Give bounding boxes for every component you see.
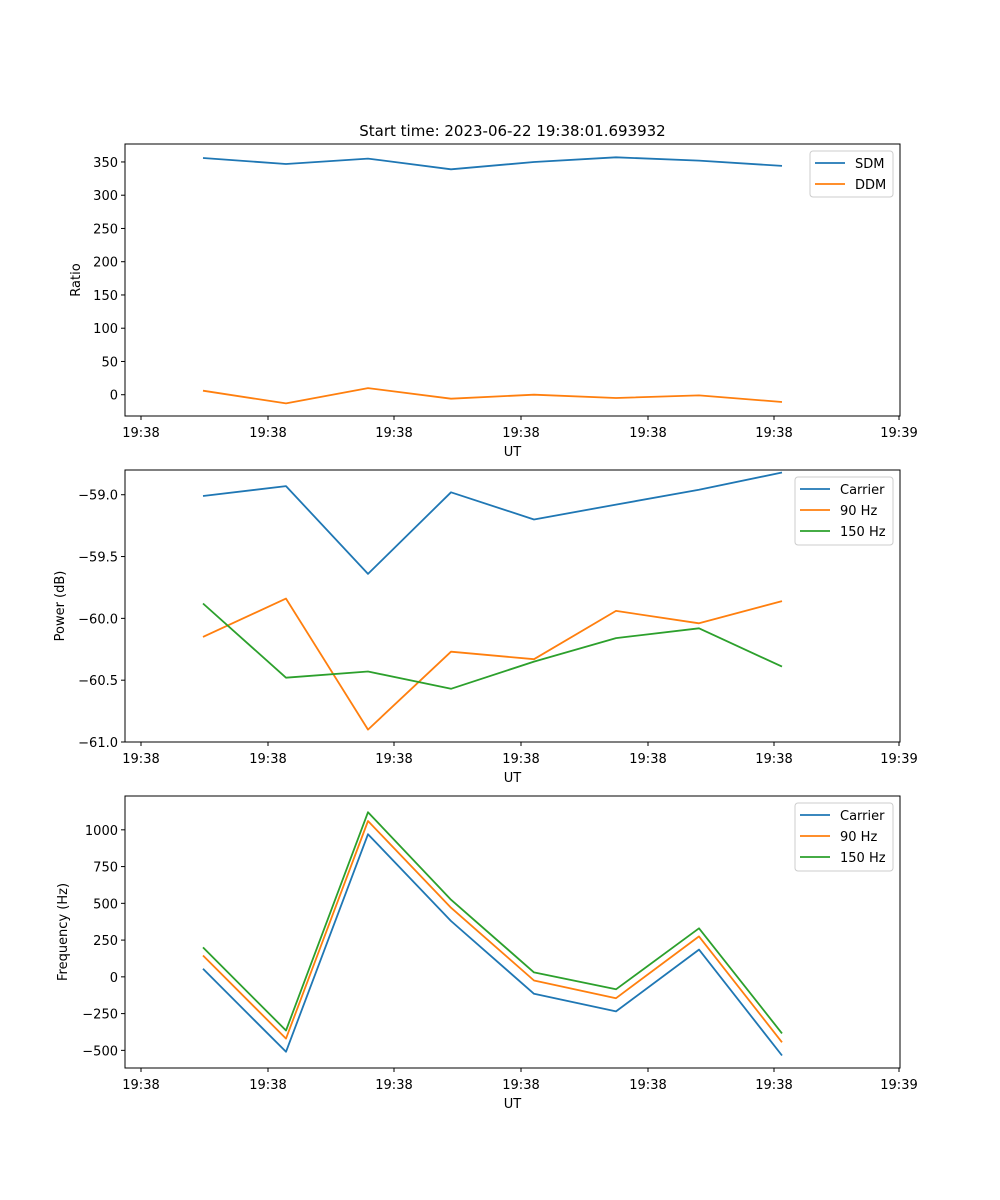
y-tick-label: −250: [82, 1008, 118, 1023]
series-line-150-hz: [202, 811, 783, 1034]
legend-label-150hz: 150 Hz: [840, 525, 886, 540]
series-line-150-hz: [202, 602, 783, 690]
x-tick-label: 19:38: [629, 1078, 666, 1093]
x-tick-label: 19:38: [502, 426, 539, 441]
y-axis-ticks: 0 50 100 150 200 250 300 350: [93, 156, 125, 404]
x-tick-label: 19:38: [502, 752, 539, 767]
chart-title: Start time: 2023-06-22 19:38:01.693932: [359, 122, 665, 140]
series-line-carrier: [202, 833, 783, 1057]
legend-label-carrier: Carrier: [840, 483, 885, 498]
x-tick-label: 19:38: [375, 1078, 412, 1093]
y-axis-ticks: −61.0 −60.5 −60.0 −59.5 −59.0: [78, 489, 125, 751]
x-tick-label: 19:39: [880, 752, 917, 767]
y-tick-label: 250: [93, 222, 118, 237]
x-tick-label: 19:38: [755, 752, 792, 767]
y-tick-label: 100: [93, 322, 118, 337]
x-tick-label: 19:39: [880, 426, 917, 441]
y-tick-label: −60.0: [78, 612, 118, 627]
y-tick-label: 0: [110, 971, 118, 986]
x-tick-label: 19:39: [880, 1078, 917, 1093]
y-tick-label: 200: [93, 256, 118, 271]
legend-label-carrier: Carrier: [840, 809, 885, 824]
y-tick-label: 300: [93, 189, 118, 204]
y-tick-label: 0: [110, 389, 118, 404]
legend-label-ddm: DDM: [855, 178, 886, 193]
y-tick-label: 500: [93, 897, 118, 912]
x-tick-label: 19:38: [629, 426, 666, 441]
plot-frame: [124, 469, 901, 743]
plot-frame: [124, 143, 901, 417]
x-tick-label: 19:38: [249, 1078, 286, 1093]
y-tick-label: 50: [101, 355, 118, 370]
x-tick-label: 19:38: [122, 752, 159, 767]
series-line-90-hz: [202, 597, 783, 731]
y-tick-label: −60.5: [78, 674, 118, 689]
series-lines: [202, 156, 783, 405]
series-lines: [202, 811, 783, 1057]
x-axis-label: UT: [504, 771, 522, 786]
x-tick-label: 19:38: [249, 752, 286, 767]
y-tick-label: 750: [93, 861, 118, 876]
legend-label-150hz: 150 Hz: [840, 851, 886, 866]
legend: Carrier 90 Hz 150 Hz: [794, 476, 894, 546]
plot-frame: [124, 795, 901, 1069]
legend: Carrier 90 Hz 150 Hz: [794, 802, 894, 872]
y-tick-label: 1000: [85, 824, 118, 839]
x-axis-ticks: 19:38 19:38 19:38 19:38 19:38 19:38 19:39: [122, 416, 918, 441]
legend-label-sdm: SDM: [855, 157, 884, 172]
x-tick-label: 19:38: [755, 1078, 792, 1093]
y-axis-label: Ratio: [69, 263, 84, 296]
y-tick-label: −61.0: [78, 736, 118, 751]
x-tick-label: 19:38: [122, 1078, 159, 1093]
x-tick-label: 19:38: [375, 752, 412, 767]
x-tick-label: 19:38: [502, 1078, 539, 1093]
y-tick-label: −59.5: [78, 551, 118, 566]
x-tick-label: 19:38: [375, 426, 412, 441]
panel-ratio: Start time: 2023-06-22 19:38:01.693932 0…: [69, 122, 918, 460]
y-axis-ticks: −500 −250 0 250 500 750 1000: [82, 824, 125, 1059]
series-line-ddm: [202, 387, 783, 405]
series-line-90-hz: [202, 820, 783, 1043]
x-tick-label: 19:38: [122, 426, 159, 441]
x-axis-ticks: 19:38 19:38 19:38 19:38 19:38 19:38 19:39: [122, 1068, 918, 1093]
y-tick-label: −500: [82, 1044, 118, 1059]
y-axis-label: Frequency (Hz): [56, 883, 71, 981]
y-tick-label: 350: [93, 156, 118, 171]
y-tick-label: 150: [93, 289, 118, 304]
legend-label-90hz: 90 Hz: [840, 504, 877, 519]
x-axis-label: UT: [504, 445, 522, 460]
x-tick-label: 19:38: [755, 426, 792, 441]
legend-frame: [794, 802, 894, 872]
y-axis-label: Power (dB): [53, 571, 68, 642]
y-tick-label: 250: [93, 934, 118, 949]
legend: SDM DDM: [809, 150, 894, 198]
series-lines: [202, 471, 783, 731]
x-axis-label: UT: [504, 1097, 522, 1112]
x-tick-label: 19:38: [629, 752, 666, 767]
x-axis-ticks: 19:38 19:38 19:38 19:38 19:38 19:38 19:39: [122, 742, 918, 767]
legend-frame: [794, 476, 894, 546]
series-line-sdm: [202, 156, 783, 171]
legend-label-90hz: 90 Hz: [840, 830, 877, 845]
x-tick-label: 19:38: [249, 426, 286, 441]
panel-power: −61.0−60.5−60.0−59.5−59.0 19:38 19:38 19:3…: [53, 469, 918, 786]
series-line-carrier: [202, 471, 783, 575]
y-tick-label: −59.0: [78, 489, 118, 504]
